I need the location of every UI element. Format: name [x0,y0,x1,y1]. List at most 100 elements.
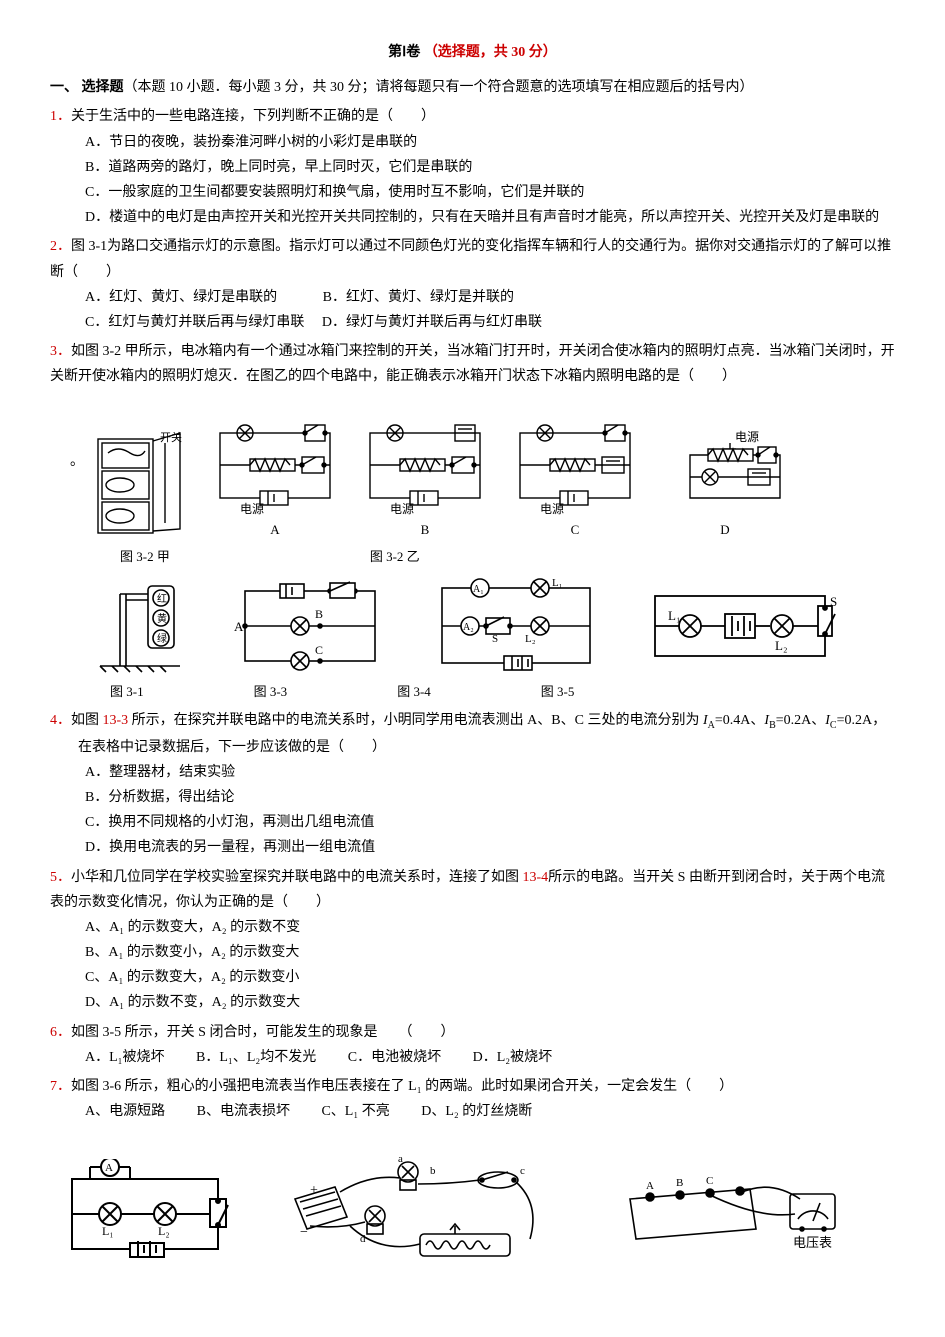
fig-circuit-B: 电源 B [360,423,490,541]
fig-circuit-C: 电源 C [510,423,640,541]
fig-3-6: A L₁ L₂ [60,1159,230,1269]
circuitA-svg: 电源 [210,423,340,518]
exam-header: 第Ⅰ卷 （选择题，共 30 分） [50,40,895,65]
fridge-svg: 开关 [90,431,190,541]
svg-text:S: S [830,594,837,609]
svg-text:−: − [300,1225,308,1240]
q2-num: 2． [50,239,71,254]
fig-3-5: L₁ L₂ S [640,576,840,676]
q7-num: 7． [50,1079,71,1094]
header-part1: 第Ⅰ卷 [388,45,420,60]
fig-3-3: A B C [230,576,390,676]
fig-voltmeter: A B C 电压表 [610,1159,850,1269]
svg-text:L₂: L₂ [525,633,536,645]
question-7: 7．如图 3-6 所示，粗心的小强把电流表当作电压表接在了 L₁ 的两端。此时如… [50,1074,895,1124]
q2-optA: A．红灯、黄灯、绿灯是串联的 [85,290,277,305]
question-3: 3．如图 3-2 甲所示，电冰箱内有一个通过冰箱门来控制的开关，当冰箱门打开时，… [50,339,895,389]
question-4: 4．如图 13-3 所示，在探究并联电路中的电流关系时，小明同学用电流表测出 A… [50,708,895,861]
fig-circuit-D: 电源 D [660,423,790,541]
q5-optD: D、A₁ 的示数不变，A₂ 的示数变大 [50,990,895,1015]
q5-red: 13-4 [523,870,549,885]
section-1-head: 一、 选择题（本题 10 小题．每小题 3 分，共 30 分；请将每题只有一个符… [50,75,895,100]
q1-optD: D．楼道中的电灯是由声控开关和光控开关共同控制的，只有在天暗并且有声音时才能亮，… [50,205,895,230]
svg-text:开关: 开关 [160,431,182,444]
svg-text:电源: 电源 [240,502,264,516]
q2-optD: D．绿灯与黄灯并联后再与红灯串联 [322,315,542,330]
q6-optB: B．L₁、L₂均不发光 [196,1045,316,1070]
lbl-3-4: 图 3-4 [397,680,431,703]
svg-text:L₂: L₂ [158,1224,170,1238]
circuitB-svg: 电源 [360,423,490,518]
svg-text:B: B [315,607,323,621]
q7-stem: 如图 3-6 所示，粗心的小强把电流表当作电压表接在了 L₁ 的两端。此时如果闭… [71,1079,733,1094]
svg-text:电源: 电源 [540,502,564,516]
q2-row1: A．红灯、黄灯、绿灯是串联的 B．红灯、黄灯、绿灯是并联的 [50,285,895,310]
question-6: 6．如图 3-5 所示，开关 S 闭合时，可能发生的现象是 （ ） A．L₁被烧… [50,1020,895,1070]
q4-optD: D．换用电流表的另一量程，再测出一组电流值 [50,835,895,860]
circuitC-svg: 电源 [510,423,640,518]
fig-physical-circuit: + a b c [280,1144,560,1284]
circD-label: D [660,518,790,541]
header-part2: （选择题，共 30 分） [424,45,557,60]
q2-optC: C．红灯与黄灯并联后再与绿灯串联 [85,315,304,330]
svg-text:b: b [430,1165,436,1177]
q4-a: 如图 [71,713,103,728]
svg-text:L₂: L₂ [775,638,787,653]
svg-text:黄: 黄 [157,612,167,625]
q3-num: 3． [50,344,71,359]
q4-c: 在表格中记录数据后，下一步应该做的是（ ） [50,735,895,760]
fig-3-1: 红 黄 绿 [90,576,190,676]
q4-red: 13-3 [103,713,129,728]
q1-optB: B．道路两旁的路灯，晚上同时亮，早上同时灭，它们是串联的 [50,155,895,180]
section-desc: （本题 10 小题．每小题 3 分，共 30 分；请将每题只有一个符合题意的选项… [124,80,754,95]
q1-stem: 关于生活中的一些电路连接，下列判断不正确的是（ ） [71,109,435,124]
q7-optD: D、L₂ 的灯丝烧断 [421,1099,532,1124]
fig-circuit-A: 电源 A [210,423,340,541]
fig-3-4: A₁ L₁ A₂ S L₂ [430,576,600,676]
q1-num: 1． [50,109,71,124]
q6-stem: 如图 3-5 所示，开关 S 闭合时，可能发生的现象是 （ ） [71,1025,454,1040]
q2-optB: B．红灯、黄灯、绿灯是并联的 [323,290,514,305]
q7-optA: A、电源短路 [85,1099,165,1124]
q5-optB: B、A₁ 的示数变小，A₂ 的示数变大 [50,940,895,965]
q7-opts: A、电源短路 B、电流表损坏 C、L₁ 不亮 D、L₂ 的灯丝烧断 [50,1099,895,1124]
fig32jia-label: 图 3-2 甲 [120,545,170,568]
svg-text:A₁: A₁ [473,584,484,595]
lbl-3-1: 图 3-1 [110,680,144,703]
fig36-svg: A L₁ L₂ [60,1159,230,1269]
svg-text:红: 红 [157,592,167,605]
fig32yi-label: 图 3-2 乙 [370,545,420,568]
svg-text:c: c [520,1165,525,1177]
circA-label: A [210,518,340,541]
svg-text:B: B [676,1177,683,1189]
q6-opts: A．L₁被烧坏 B．L₁、L₂均不发光 C．电池被烧坏 D．L₂被烧坏 [50,1045,895,1070]
voltmeter-svg: A B C 电压表 [610,1159,850,1269]
fig34-svg: A₁ L₁ A₂ S L₂ [430,576,600,676]
fig-label-row-2: 图 3-1 图 3-3 图 3-4 图 3-5 [110,680,895,703]
q6-optA: A．L₁被烧坏 [85,1045,165,1070]
q1-optA: A．节日的夜晚，装扮秦淮河畔小树的小彩灯是串联的 [50,130,895,155]
fig-label-row-1: 图 3-2 甲 图 3-2 乙 [120,545,895,568]
q3-stem: 如图 3-2 甲所示，电冰箱内有一个通过冰箱门来控制的开关，当冰箱门打开时，开关… [50,344,895,384]
svg-text:C: C [315,643,323,657]
circuitD-svg: 电源 [660,423,790,518]
question-1: 1．关于生活中的一些电路连接，下列判断不正确的是（ ） A．节日的夜晚，装扮秦淮… [50,104,895,230]
fig-fridge: 开关 [90,431,190,541]
svg-text:电压表: 电压表 [793,1235,832,1250]
figure-row-2: 红 黄 绿 A B [90,576,895,676]
fig35-svg: L₁ L₂ S [640,576,840,676]
figure-row-3: A L₁ L₂ [60,1144,895,1284]
svg-text:+: + [310,1183,318,1198]
svg-text:L₁: L₁ [668,608,680,623]
q7-optC: C、L₁ 不亮 [321,1099,389,1124]
q2-row2: C．红灯与黄灯并联后再与绿灯串联 D．绿灯与黄灯并联后再与红灯串联 [50,310,895,335]
q5-a: 小华和几位同学在学校实验室探究并联电路中的电流关系时，连接了如图 [71,870,523,885]
q4-optA: A．整理器材，结束实验 [50,760,895,785]
section-num: 一、 [50,80,78,95]
q6-optD: D．L₂被烧坏 [473,1045,553,1070]
svg-text:A: A [105,1162,113,1174]
svg-text:电源: 电源 [735,430,759,444]
q5-optC: C、A₁ 的示数变大，A₂ 的示数变小 [50,965,895,990]
svg-text:L₁: L₁ [102,1224,114,1238]
svg-text:a: a [398,1153,403,1165]
